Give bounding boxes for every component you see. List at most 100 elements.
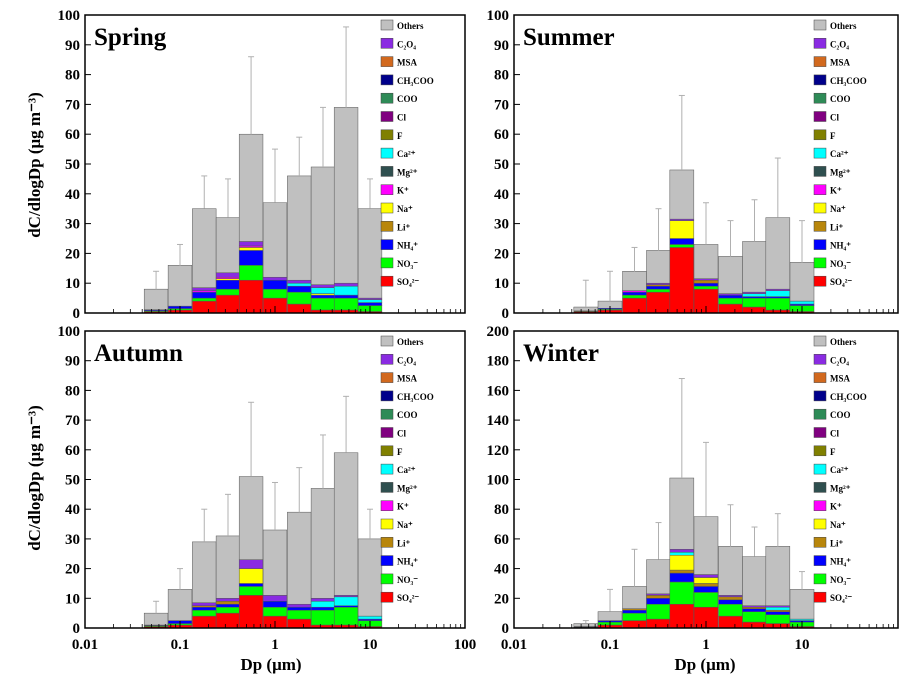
legend-label-nh4: NH₄⁺ xyxy=(830,557,851,567)
bar-segment-others xyxy=(333,452,359,596)
bar-segment-others xyxy=(669,477,695,550)
bar-segment-ca xyxy=(357,299,383,303)
bar-segment-nh4 xyxy=(215,603,241,608)
y-axis-label-top: dC/dlogDp (μg m⁻³) xyxy=(25,92,44,238)
y-tick-label: 0 xyxy=(73,621,81,637)
y-tick-label: 90 xyxy=(65,38,80,54)
legend-label-ch3coo: CH₃COO xyxy=(397,76,434,86)
bar-segment-others xyxy=(765,217,791,290)
legend-label-msa: MSA xyxy=(397,374,418,384)
bar-segment-others xyxy=(310,488,336,599)
legend-label-c2o4: C₂O₄ xyxy=(397,39,416,49)
bar-bin-3 xyxy=(215,178,241,314)
bar-segment-nh4 xyxy=(718,294,743,299)
legend-label-no3: NO₃⁻ xyxy=(397,575,418,585)
panel-title: Spring xyxy=(94,24,167,51)
legend-label-msa: MSA xyxy=(397,58,418,68)
bar-segment-nh4 xyxy=(669,572,695,583)
bar-segment-c2o4 xyxy=(669,549,695,553)
y-tick-label: 80 xyxy=(494,502,509,518)
legend-label-others: Others xyxy=(830,337,857,347)
legend-swatch-nh4 xyxy=(380,555,394,566)
legend-swatch-others xyxy=(813,19,827,31)
legend-swatch-ch3coo xyxy=(813,390,827,402)
y-tick-label: 160 xyxy=(487,383,510,399)
bar-bin-7 xyxy=(742,199,767,314)
bar-segment-ca xyxy=(287,282,312,287)
x-tick-label: 100 xyxy=(454,637,477,653)
bar-bin-9 xyxy=(357,178,383,314)
bar-segment-c2o4 xyxy=(287,603,312,608)
bar-segment-so4 xyxy=(669,603,695,629)
bar-segment-others xyxy=(718,546,743,596)
legend-label-so4: SO₄²⁻ xyxy=(397,593,419,603)
bar-segment-c2o4 xyxy=(310,284,336,288)
y-tick-label: 120 xyxy=(487,443,510,459)
legend-swatch-ca xyxy=(813,463,827,475)
legend-label-no3: NO₃⁻ xyxy=(830,575,851,585)
legend-swatch-nh4 xyxy=(813,239,827,250)
bar-segment-li xyxy=(669,569,695,574)
bar-segment-others xyxy=(789,589,815,620)
legend-label-na: Na⁺ xyxy=(830,520,846,530)
legend-swatch-k xyxy=(813,184,827,195)
bar-bin-8 xyxy=(765,513,791,629)
bar-segment-c2o4 xyxy=(215,272,241,278)
legend-swatch-f xyxy=(380,445,394,457)
legend-swatch-li xyxy=(380,221,394,232)
legend-label-others: Others xyxy=(397,21,424,31)
y-tick-label: 100 xyxy=(487,8,510,24)
y-tick-label: 30 xyxy=(65,217,80,233)
y-tick-label: 20 xyxy=(65,246,80,262)
legend-label-nh4: NH₄⁺ xyxy=(397,557,418,567)
bar-segment-others xyxy=(238,476,264,560)
y-tick-label: 100 xyxy=(58,8,81,24)
bar-segment-c2o4 xyxy=(192,602,217,606)
bar-segment-nh4 xyxy=(622,291,647,296)
panel-winter: 0 20 40 60 80 100 120 140 160 180 200 0.01 0.1 1 10 Win… xyxy=(487,324,899,653)
y-tick-label: 70 xyxy=(65,413,80,429)
bar-segment-so4 xyxy=(215,294,241,314)
x-tick-label: 1 xyxy=(271,637,279,653)
bar-segment-others xyxy=(192,208,217,288)
bar-segment-li xyxy=(693,279,719,284)
bar-segment-no3 xyxy=(262,606,288,617)
y-tick-label: 140 xyxy=(487,413,510,429)
bar-segment-others xyxy=(718,256,743,294)
legend-label-li: Li⁺ xyxy=(830,222,844,232)
bar-segment-na xyxy=(693,577,719,584)
bar-segment-others xyxy=(789,262,815,302)
bar-segment-ca xyxy=(357,615,383,620)
legend-swatch-others xyxy=(813,335,827,347)
bar-segment-nh4 xyxy=(622,609,647,614)
bar-segment-others xyxy=(742,241,767,293)
bar-segment-ca xyxy=(310,287,336,294)
legend-swatch-f xyxy=(380,129,394,141)
legend-swatch-c2o4 xyxy=(380,38,394,49)
y-tick-label: 60 xyxy=(494,127,509,143)
bar-segment-na xyxy=(238,568,264,584)
legend-swatch-no3 xyxy=(380,573,394,585)
bar-segment-others xyxy=(310,166,336,285)
legend-label-others: Others xyxy=(830,21,857,31)
panel-spring: 0 10 20 30 40 50 60 70 80 90 100 Spring Others C₂O₄ MS… xyxy=(58,8,466,322)
bar-bin-2 xyxy=(622,246,647,314)
bar-segment-ca xyxy=(742,293,767,297)
x-tick-label: 0.1 xyxy=(171,637,190,653)
bar-segment-li xyxy=(693,583,719,587)
legend-label-mg: Mg²⁺ xyxy=(830,167,851,177)
bar-segment-li xyxy=(215,601,241,605)
legend-label-li: Li⁺ xyxy=(397,538,411,548)
legend-swatch-cl xyxy=(380,111,394,122)
bar-segment-c2o4 xyxy=(287,279,312,284)
bar-bin-0 xyxy=(573,279,599,314)
bar-segment-nh4 xyxy=(357,302,383,306)
legend-label-so4: SO₄²⁻ xyxy=(830,277,852,287)
bar-segment-so4 xyxy=(622,620,647,629)
legend-swatch-k xyxy=(813,500,827,511)
y-tick-label: 10 xyxy=(65,276,80,292)
y-tick-label: 20 xyxy=(494,246,509,262)
y-tick-label: 80 xyxy=(494,68,509,84)
bar-segment-others xyxy=(215,217,241,274)
bar-segment-c2o4 xyxy=(238,241,264,247)
